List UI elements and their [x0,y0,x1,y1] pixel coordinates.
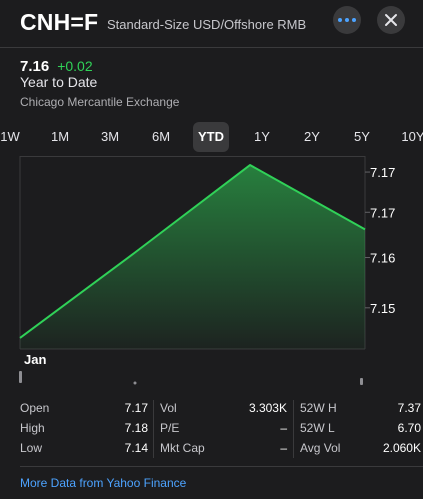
range-1y[interactable]: 1Y [254,129,270,144]
close-button[interactable] [377,6,405,34]
stat-label: Mkt Cap [160,441,205,455]
stat-value: 7.17 [124,401,148,415]
stat-label: Low [20,441,43,455]
stat-value: 6.70 [397,421,421,435]
more-data-link[interactable]: More Data from Yahoo Finance [20,476,187,490]
scrubber-right-handle [360,378,363,385]
stat-row-open: Open 7.17 [20,398,148,418]
stats-table: Open 7.17 High 7.18 Low 7.14 Vol 3.303K P/E – Mkt … [20,398,423,462]
y-tick-label: 7.15 [370,301,395,316]
header: CNH=F Standard-Size USD/Offshore RMB [0,0,423,48]
stat-row-high: High 7.18 [20,418,148,438]
chart-svg: 7.17 7.17 7.16 7.15 Jan [19,156,395,385]
stat-row-avg-vol: Avg Vol 2.060K [300,438,421,458]
current-price: 7.16 [20,58,50,75]
stats-column-divider [153,400,154,458]
stat-value: – [280,421,287,435]
stat-row-mkt-cap: Mkt Cap – [160,438,287,458]
y-tick-label: 7.17 [370,205,395,220]
range-selector: 1W 1M 3M 6M YTD 1Y 2Y 5Y 10Y [0,122,423,154]
scrubber-dot [133,381,137,385]
stat-label: P/E [160,421,180,435]
x-axis-label: Jan [24,352,46,367]
exchange-name: Chicago Mercantile Exchange [20,95,180,109]
stat-row-52w-h: 52W H 7.37 [300,398,421,418]
stat-label: High [20,421,45,435]
range-2y[interactable]: 2Y [304,129,320,144]
footer-divider [20,466,423,467]
stat-value: 7.37 [397,401,421,415]
company-name: Standard-Size USD/Offshore RMB [107,17,307,32]
stat-value: 3.303K [248,401,287,415]
stat-label: Vol [160,401,177,415]
more-button[interactable] [333,6,361,34]
stat-value: 2.060K [382,441,421,455]
stat-value: – [280,441,287,455]
y-tick-label: 7.16 [370,251,395,266]
range-3m[interactable]: 3M [100,129,120,144]
close-icon [385,14,397,26]
stat-value: 7.18 [124,421,148,435]
range-6m[interactable]: 6M [151,129,171,144]
stat-row-low: Low 7.14 [20,438,148,458]
chart-area [20,165,365,349]
ticker-symbol: CNH=F [20,9,99,35]
stat-row-p-e: P/E – [160,418,287,438]
stats-column-divider [293,400,294,458]
range-1m[interactable]: 1M [50,129,70,144]
more-icon [338,18,356,22]
scrubber-left-handle [19,371,22,383]
stat-label: 52W H [300,401,337,415]
price-change: +0.02 [57,58,93,74]
chart-line [19,164,366,339]
stats-column: 52W H 7.37 52W L 6.70 Avg Vol 2.060K [300,398,421,462]
stat-row-vol: Vol 3.303K [160,398,287,418]
price-chart[interactable]: 7.17 7.17 7.16 7.15 Jan [0,156,423,394]
stat-value: 7.14 [124,441,148,455]
range-1w[interactable]: 1W [0,129,20,144]
stat-label: 52W L [300,421,335,435]
range-5y[interactable]: 5Y [354,129,370,144]
stats-column: Open 7.17 High 7.18 Low 7.14 [20,398,148,462]
stat-row-52w-l: 52W L 6.70 [300,418,421,438]
range-10y[interactable]: 10Y [401,129,423,144]
price-row: 7.16 +0.02 [20,58,93,76]
stat-label: Open [20,401,50,415]
y-tick-label: 7.17 [370,165,395,180]
stat-label: Avg Vol [300,441,341,455]
period-label: Year to Date [20,74,98,90]
range-ytd[interactable]: YTD [193,122,229,152]
stats-column: Vol 3.303K P/E – Mkt Cap – [160,398,287,462]
